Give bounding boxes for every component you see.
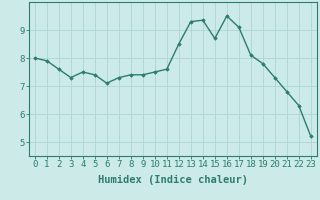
X-axis label: Humidex (Indice chaleur): Humidex (Indice chaleur) bbox=[98, 175, 248, 185]
